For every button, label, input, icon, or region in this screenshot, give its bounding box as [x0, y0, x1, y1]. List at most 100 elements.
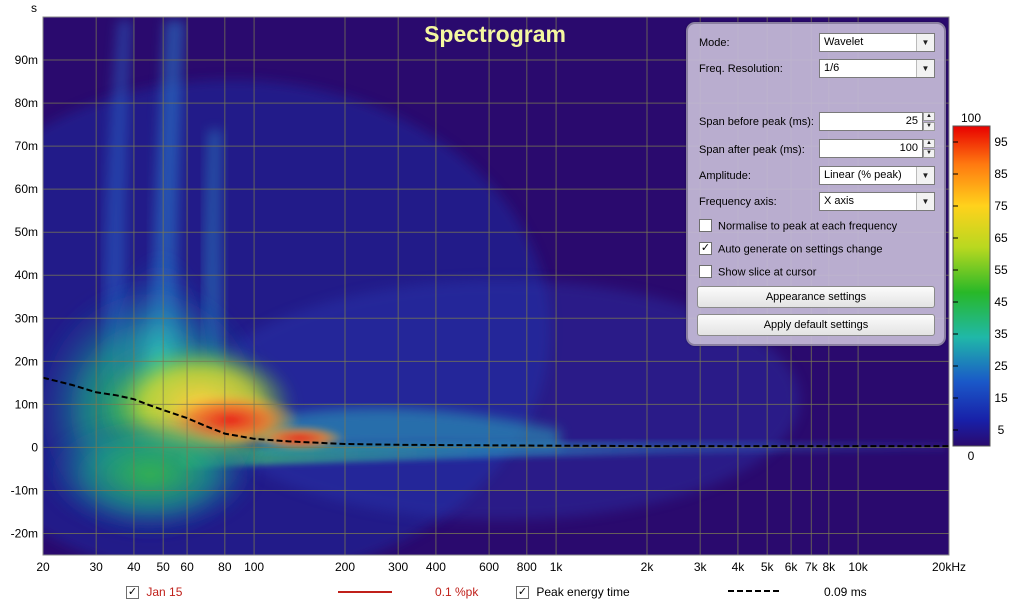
autogenerate-label: Auto generate on settings change [718, 243, 883, 256]
checkmark-icon[interactable]: ✓ [699, 242, 712, 255]
legend-dashed-line [728, 590, 782, 592]
chevron-down-icon[interactable]: ▼ [916, 167, 934, 184]
colorbar-tick-label: 75 [994, 199, 1008, 213]
autogenerate-checkbox[interactable]: ✓ Auto generate on settings change [699, 242, 883, 256]
x-tick-label: 7k [805, 560, 819, 574]
colorbar-tick-label: 65 [994, 231, 1008, 245]
axis-ticks: 20 30 40 50 60 80 100 200 300 400 600 800 1k 2k 3k 4k 5k… [11, 53, 966, 574]
x-tick-label: 10k [848, 560, 868, 574]
series-layer [43, 376, 949, 448]
x-tick-label: 80 [218, 560, 232, 574]
colorbar-tick-label: 85 [994, 167, 1008, 181]
peak-energy-time-curve [43, 376, 949, 448]
checkbox-icon[interactable] [699, 265, 712, 278]
appearance-settings-button[interactable]: Appearance settings [697, 286, 935, 308]
chevron-down-icon[interactable]: ▼ [916, 60, 934, 77]
amplitude-value: Linear (% peak) [824, 169, 902, 181]
x-tick-label: 200 [335, 560, 355, 574]
legend-peak-energy: ✓ Peak energy time [516, 585, 630, 600]
span-after-input[interactable]: 100 [819, 139, 923, 158]
x-tick-label: 6k [785, 560, 799, 574]
x-tick-label: 2k [641, 560, 655, 574]
y-tick-label: 40m [15, 268, 38, 282]
mode-label: Mode: [699, 37, 730, 49]
amplitude-label: Amplitude: [699, 170, 751, 182]
y-tick-label: 60m [15, 182, 38, 196]
x-tick-label: 100 [244, 560, 264, 574]
legend-series-jan15: ✓ Jan 15 [126, 585, 183, 600]
span-after-spinner[interactable]: 100 ▲ ▼ [819, 139, 935, 158]
checkbox-icon[interactable] [699, 219, 712, 232]
x-tick-label: 1k [550, 560, 564, 574]
freq-resolution-select[interactable]: 1/6 ▼ [819, 59, 935, 78]
series-value: 0.1 %pk [435, 585, 479, 599]
x-tick-label: 300 [388, 560, 408, 574]
x-tick-label: 40 [127, 560, 141, 574]
mode-select[interactable]: Wavelet ▼ [819, 33, 935, 52]
colorbar-tick-label: 95 [994, 135, 1008, 149]
colorbar-tick-label: 15 [994, 391, 1008, 405]
apply-default-settings-button[interactable]: Apply default settings [697, 314, 935, 336]
y-tick-label: 20m [15, 354, 38, 368]
x-tick-label: 4k [732, 560, 746, 574]
x-tick-label: 5k [761, 560, 775, 574]
colorbar-tick-label: 45 [994, 295, 1008, 309]
freq-resolution-value: 1/6 [824, 62, 840, 74]
x-tick-label: 20 [36, 560, 50, 574]
y-tick-label: 70m [15, 139, 38, 153]
x-tick-label: 800 [517, 560, 537, 574]
x-tick-label: 30 [89, 560, 103, 574]
y-tick-label: 30m [15, 311, 38, 325]
peak-energy-label: Peak energy time [536, 585, 630, 599]
spin-up-icon[interactable]: ▲ [923, 112, 935, 121]
spectrogram-settings-panel: Mode: Wavelet ▼ Freq. Resolution: 1/6 ▼ … [686, 22, 946, 346]
colorbar-min-label: 0 [968, 449, 975, 463]
span-after-label: Span after peak (ms): [699, 144, 805, 156]
amplitude-select[interactable]: Linear (% peak) ▼ [819, 166, 935, 185]
checkmark-icon[interactable]: ✓ [126, 586, 139, 600]
frequency-axis-select[interactable]: X axis ▼ [819, 192, 935, 211]
colorbar-tick-label: 5 [998, 423, 1005, 437]
spin-down-icon[interactable]: ▼ [923, 122, 935, 131]
span-before-label: Span before peak (ms): [699, 116, 814, 128]
x-tick-label: 400 [426, 560, 446, 574]
colorbar-ticks: 95 85 75 65 55 45 35 25 15 5 [953, 135, 1008, 437]
x-tick-label: 600 [479, 560, 499, 574]
x-tick-label: 8k [822, 560, 836, 574]
colorbar-tick-label: 35 [994, 327, 1008, 341]
y-tick-label: 0 [31, 440, 38, 454]
y-tick-label: 90m [15, 53, 38, 67]
y-tick-label: 80m [15, 96, 38, 110]
show-slice-checkbox[interactable]: Show slice at cursor [699, 265, 817, 279]
y-tick-label: 10m [15, 397, 38, 411]
frequency-axis-value: X axis [824, 195, 854, 207]
colorbar-tick-label: 55 [994, 263, 1008, 277]
spin-down-icon[interactable]: ▼ [923, 149, 935, 158]
show-slice-label: Show slice at cursor [718, 266, 817, 279]
chart-title: Spectrogram [424, 21, 566, 47]
span-before-input[interactable]: 25 [819, 112, 923, 131]
x-tick-label: 60 [180, 560, 194, 574]
x-tick-label: 50 [156, 560, 170, 574]
x-tick-label: 20kHz [932, 560, 966, 574]
checkmark-icon[interactable]: ✓ [516, 586, 529, 600]
legend-series-line [338, 591, 392, 593]
colorbar [952, 125, 991, 447]
y-tick-label: -20m [11, 526, 38, 540]
y-tick-label: 50m [15, 225, 38, 239]
mode-value: Wavelet [824, 36, 864, 48]
freq-resolution-label: Freq. Resolution: [699, 63, 783, 75]
y-tick-label: -10m [11, 483, 38, 497]
span-before-spinner[interactable]: 25 ▲ ▼ [819, 112, 935, 131]
series-name: Jan 15 [146, 585, 183, 599]
colorbar-tick-label: 25 [994, 359, 1008, 373]
normalise-checkbox[interactable]: Normalise to peak at each frequency [699, 219, 898, 233]
y-axis-unit: s [31, 1, 37, 15]
normalise-label: Normalise to peak at each frequency [718, 220, 898, 233]
chevron-down-icon[interactable]: ▼ [916, 193, 934, 210]
frequency-axis-label: Frequency axis: [699, 196, 777, 208]
chevron-down-icon[interactable]: ▼ [916, 34, 934, 51]
colorbar-max-label: 100 [961, 111, 981, 125]
spectrogram-energy-field [43, 20, 945, 555]
spin-up-icon[interactable]: ▲ [923, 139, 935, 148]
